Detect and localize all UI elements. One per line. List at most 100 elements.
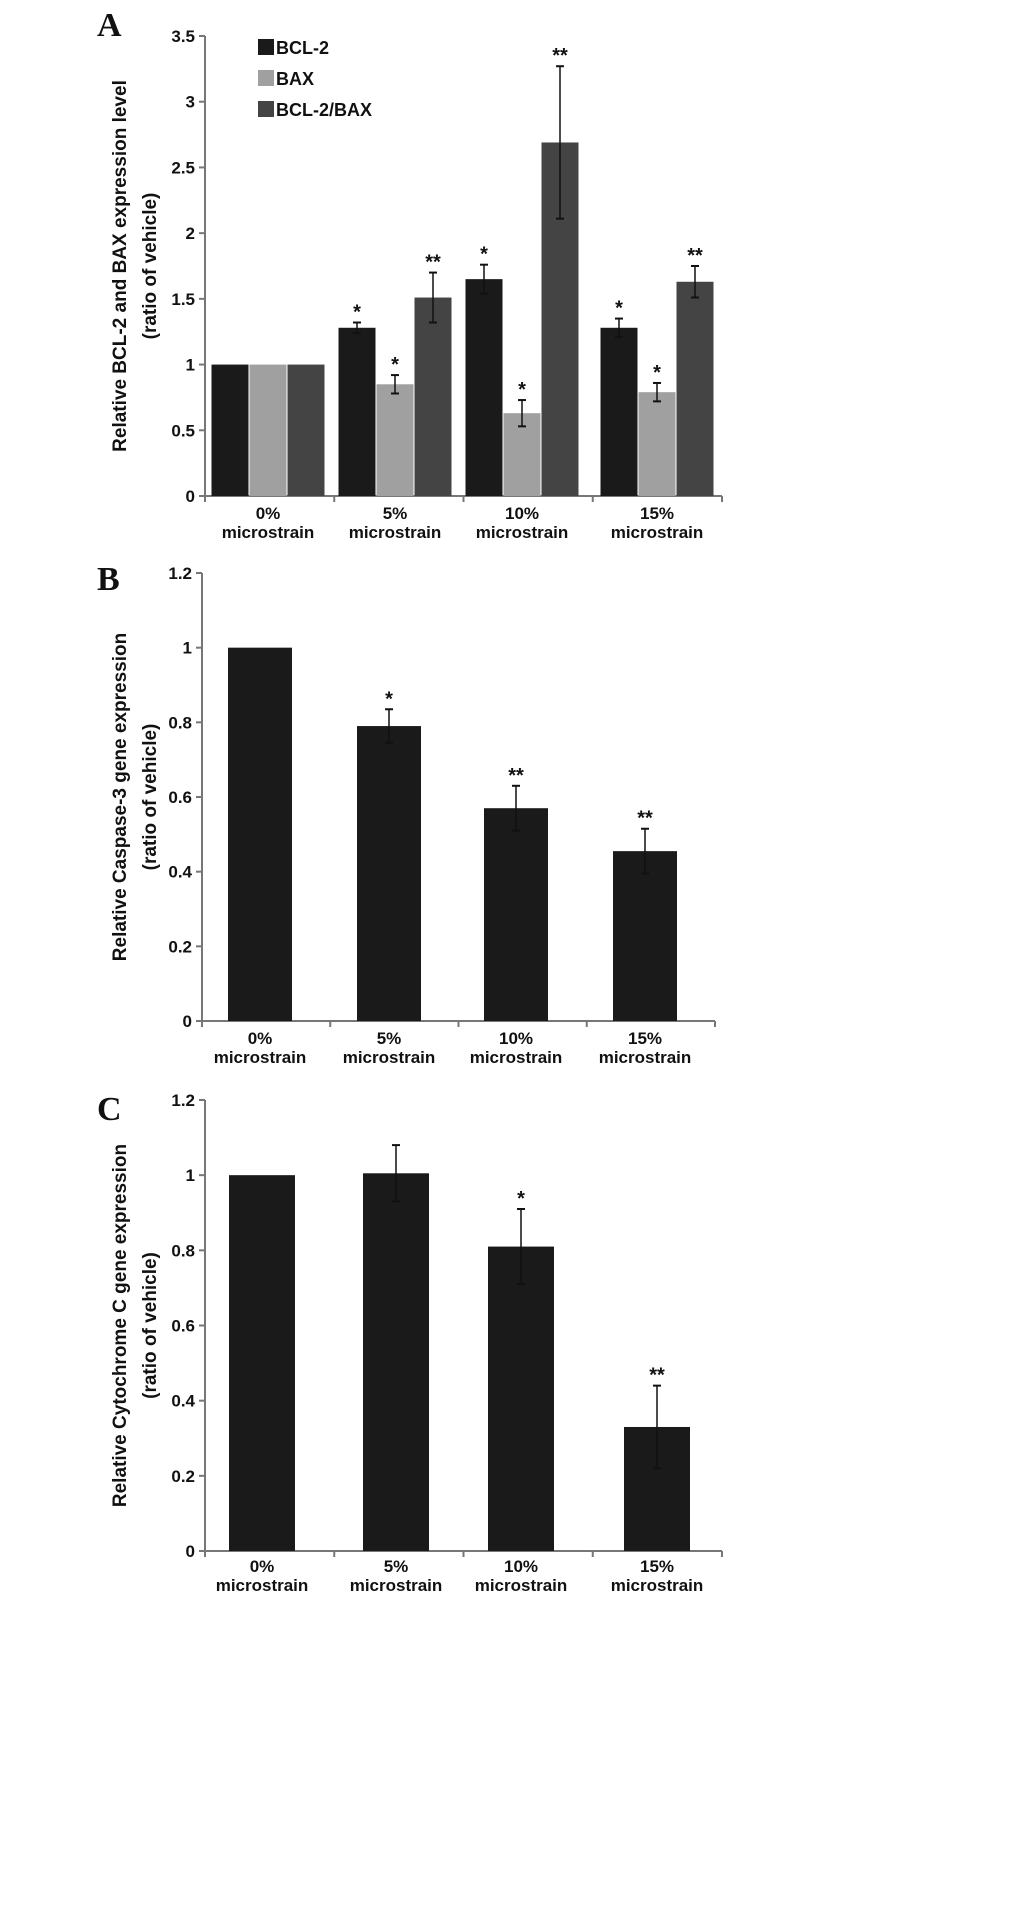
bar-caspase-3 bbox=[484, 808, 548, 1021]
bar-bax bbox=[376, 384, 414, 496]
x-tick-label-line: microstrain bbox=[476, 523, 569, 542]
x-tick-label-line: 10% bbox=[504, 1557, 538, 1576]
x-tick-label: 0% microstrain bbox=[222, 504, 315, 542]
bar-caspase-3 bbox=[357, 726, 421, 1021]
x-tick-label-line: microstrain bbox=[611, 1576, 704, 1595]
significance-marker: * bbox=[353, 302, 361, 324]
significance-marker: * bbox=[517, 1188, 525, 1210]
legend-swatch bbox=[258, 101, 274, 117]
x-tick-label-line: microstrain bbox=[611, 523, 704, 542]
y-axis-label: Relative BCL-2 and BAX expression level (… bbox=[110, 80, 161, 452]
x-tick-label-line: 15% bbox=[640, 504, 674, 523]
x-tick-label-line: microstrain bbox=[350, 1576, 443, 1595]
x-tick-label-line: microstrain bbox=[599, 1048, 692, 1067]
x-tick-label-line: 5% bbox=[377, 1029, 402, 1048]
y-tick-label: 0.2 bbox=[171, 1467, 195, 1486]
bar-bcl-2-bax bbox=[414, 297, 452, 496]
bar-cytochrome-c bbox=[363, 1173, 429, 1551]
bar-bcl-2 bbox=[600, 327, 638, 496]
y-tick-label: 0.8 bbox=[168, 713, 192, 732]
significance-marker: ** bbox=[649, 1365, 665, 1387]
legend-swatch bbox=[258, 39, 274, 55]
significance-marker: * bbox=[391, 354, 399, 376]
significance-marker: * bbox=[653, 362, 661, 384]
x-tick-label-line: microstrain bbox=[222, 523, 315, 542]
significance-marker: ** bbox=[508, 765, 524, 787]
panel-label: C bbox=[97, 1091, 122, 1128]
bar-bcl-2-bax bbox=[287, 364, 325, 496]
significance-marker: * bbox=[615, 298, 623, 320]
y-tick-label: 1 bbox=[183, 639, 192, 658]
x-tick-label: 15% microstrain bbox=[599, 1029, 692, 1067]
y-tick-label: 1 bbox=[186, 356, 195, 375]
panel-label: B bbox=[97, 561, 120, 598]
x-tick-label-line: microstrain bbox=[349, 523, 442, 542]
x-tick-label-line: 10% bbox=[499, 1029, 533, 1048]
bar-bcl-2 bbox=[338, 327, 376, 496]
y-tick-label: 1.5 bbox=[171, 290, 195, 309]
x-tick-label-line: 5% bbox=[383, 504, 408, 523]
y-axis-label-line: (ratio of vehicle) bbox=[140, 1252, 161, 1399]
x-tick-label-line: microstrain bbox=[214, 1048, 307, 1067]
y-tick-label: 1.2 bbox=[168, 564, 192, 583]
x-tick-label-line: 0% bbox=[250, 1557, 275, 1576]
y-tick-label: 0.2 bbox=[168, 937, 192, 956]
significance-marker: * bbox=[480, 244, 488, 266]
x-tick-label: 15% microstrain bbox=[611, 1557, 704, 1595]
y-tick-label: 0.4 bbox=[171, 1392, 195, 1411]
bar-bax bbox=[249, 364, 287, 496]
x-tick-label: 15% microstrain bbox=[611, 504, 704, 542]
x-tick-label-line: microstrain bbox=[216, 1576, 309, 1595]
x-tick-label-line: 15% bbox=[640, 1557, 674, 1576]
bar-cytochrome-c bbox=[229, 1175, 295, 1551]
significance-marker: * bbox=[518, 379, 526, 401]
y-tick-label: 0 bbox=[186, 1542, 195, 1561]
y-tick-label: 1.2 bbox=[171, 1091, 195, 1110]
bar-bcl-2 bbox=[211, 364, 249, 496]
bar-bax bbox=[638, 392, 676, 496]
x-tick-label: 5% microstrain bbox=[350, 1557, 443, 1595]
x-tick-label: 5% microstrain bbox=[343, 1029, 436, 1067]
legend-swatch bbox=[258, 70, 274, 86]
significance-marker: * bbox=[385, 688, 393, 710]
x-tick-label-line: 0% bbox=[248, 1029, 273, 1048]
y-axis-label-line: Relative Cytochrome C gene expression bbox=[110, 1144, 131, 1507]
x-tick-label: 10% microstrain bbox=[476, 504, 569, 542]
y-axis-label: Relative Cytochrome C gene expression (ra… bbox=[110, 1144, 161, 1507]
panel-label: A bbox=[97, 7, 122, 44]
significance-marker: ** bbox=[637, 808, 653, 830]
bar-bcl-2-bax bbox=[676, 281, 714, 496]
y-tick-label: 0.4 bbox=[168, 863, 192, 882]
y-axis-label-line: Relative BCL-2 and BAX expression level bbox=[110, 80, 131, 452]
y-tick-label: 3.5 bbox=[171, 27, 195, 46]
y-tick-label: 1 bbox=[186, 1166, 195, 1185]
x-tick-label: 0% microstrain bbox=[216, 1557, 309, 1595]
y-tick-label: 2 bbox=[186, 224, 195, 243]
x-tick-label-line: microstrain bbox=[475, 1576, 568, 1595]
legend-label: BAX bbox=[276, 69, 314, 89]
y-axis-label-line: (ratio of vehicle) bbox=[140, 724, 161, 871]
significance-marker: ** bbox=[425, 252, 441, 274]
x-tick-label: 0% microstrain bbox=[214, 1029, 307, 1067]
x-tick-label-line: 5% bbox=[384, 1557, 409, 1576]
x-tick-label: 10% microstrain bbox=[470, 1029, 563, 1067]
bar-caspase-3 bbox=[613, 851, 677, 1021]
x-tick-label-line: 0% bbox=[256, 504, 281, 523]
bar-cytochrome-c bbox=[488, 1246, 554, 1551]
bar-bcl-2 bbox=[465, 279, 503, 496]
y-tick-label: 0.5 bbox=[171, 421, 195, 440]
y-axis-label-line: (ratio of vehicle) bbox=[140, 193, 161, 340]
y-tick-label: 0.6 bbox=[168, 788, 192, 807]
x-tick-label-line: 10% bbox=[505, 504, 539, 523]
y-tick-label: 0.6 bbox=[171, 1317, 195, 1336]
legend-label: BCL-2 bbox=[276, 38, 329, 58]
y-axis-label-line: Relative Caspase-3 gene expression bbox=[110, 633, 131, 961]
x-tick-label-line: 15% bbox=[628, 1029, 662, 1048]
y-tick-label: 2.5 bbox=[171, 158, 195, 177]
x-tick-label: 5% microstrain bbox=[349, 504, 442, 542]
y-tick-label: 3 bbox=[186, 93, 195, 112]
